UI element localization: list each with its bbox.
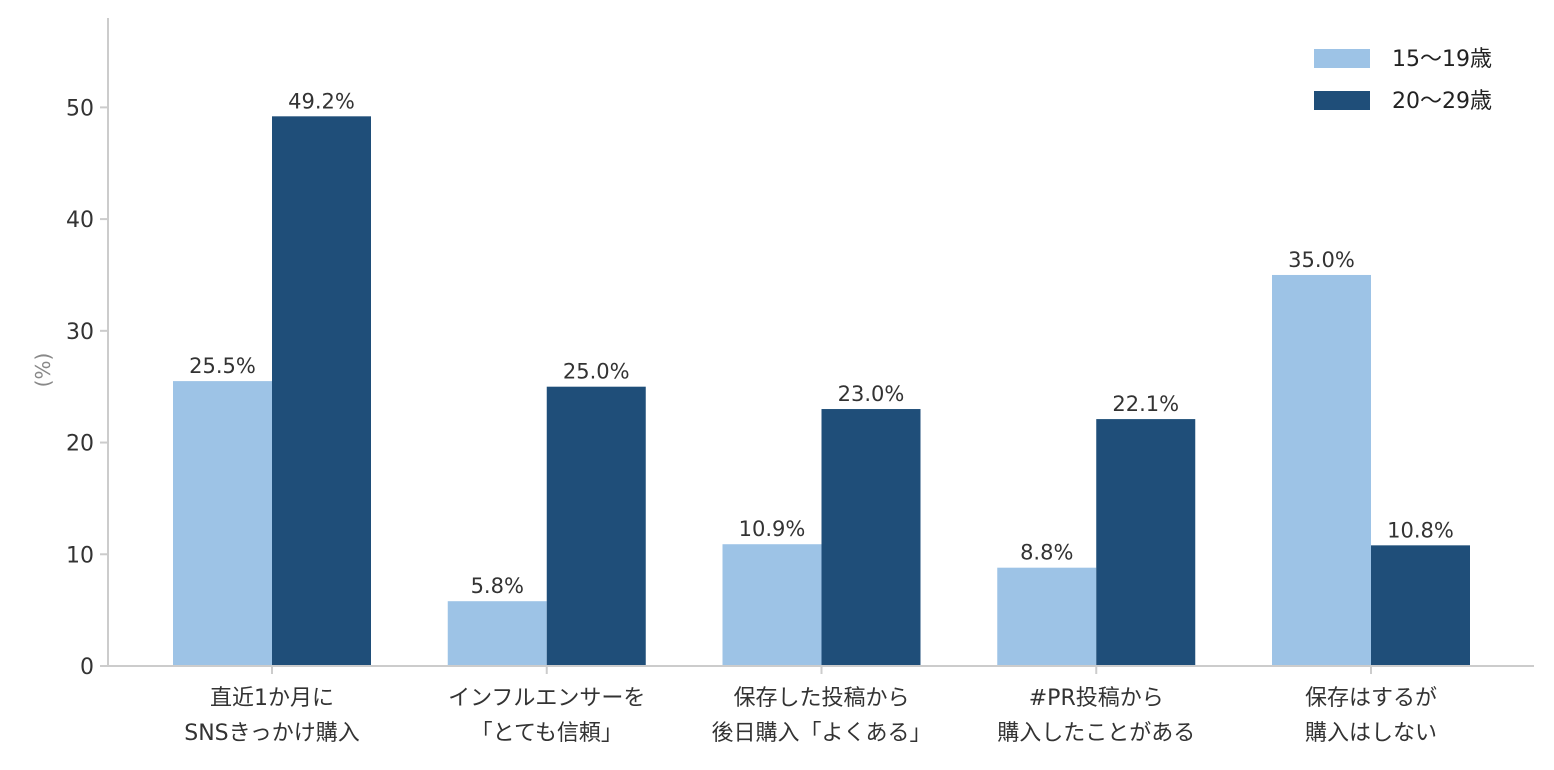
y-tick-label: 40 bbox=[66, 208, 94, 233]
y-tick-label: 20 bbox=[66, 432, 94, 457]
bar-value-label: 25.5% bbox=[189, 354, 256, 378]
bar-age-20-29-cat-1 bbox=[272, 116, 371, 666]
x-ticks-layer: 直近1か月に SNSきっかけ購入 インフルエンサーを「とても信頼」 保存した投稿から後… bbox=[184, 666, 1437, 746]
bar-value-label: 23.0% bbox=[838, 382, 905, 406]
bar-value-label: 25.0% bbox=[563, 360, 630, 384]
x-category-label: #PR投稿から bbox=[1029, 686, 1164, 711]
value-labels-layer: 25.5% 5.8% 10.9% 8.8% 35.0% 49.2% 25.0% 23.0% 22… bbox=[189, 89, 1454, 598]
bar-age-15-19-cat-2 bbox=[447, 601, 547, 666]
legend-label: 15〜19歳 bbox=[1392, 47, 1492, 72]
x-category-label: 後日購入「よくある」 bbox=[711, 721, 931, 746]
x-category-label: 購入はしない bbox=[1305, 721, 1437, 746]
bar-value-label: 49.2% bbox=[288, 89, 355, 113]
legend: 15〜19歳 20〜29歳 bbox=[1314, 47, 1492, 114]
bar-age-15-19-cat-4 bbox=[997, 567, 1097, 666]
y-tick-label: 0 bbox=[80, 655, 94, 680]
bar-value-label: 5.8% bbox=[471, 574, 524, 598]
x-category-label: 直近1か月に bbox=[210, 686, 334, 711]
y-tick-label: 50 bbox=[66, 96, 94, 121]
bar-value-label: 22.1% bbox=[1112, 392, 1179, 416]
legend-label: 20〜29歳 bbox=[1392, 89, 1492, 114]
bar-age-15-19-cat-3 bbox=[722, 544, 822, 666]
x-category-label: 「とても信頼」 bbox=[471, 721, 623, 746]
bars-layer bbox=[173, 116, 1470, 666]
bar-value-label: 8.8% bbox=[1020, 541, 1073, 565]
x-category-label: 購入したことがある bbox=[997, 721, 1195, 746]
bar-age-20-29-cat-5 bbox=[1371, 545, 1470, 666]
y-ticks-layer: 0 10 20 30 40 50 bbox=[66, 96, 108, 680]
bar-age-20-29-cat-3 bbox=[821, 409, 921, 666]
x-category-label: 保存した投稿から bbox=[733, 686, 909, 711]
bar-age-15-19-cat-1 bbox=[173, 381, 272, 666]
x-category-label: 保存はするが bbox=[1305, 686, 1437, 711]
bar-age-20-29-cat-2 bbox=[546, 386, 646, 666]
bar-age-20-29-cat-4 bbox=[1096, 419, 1196, 666]
legend-swatch bbox=[1314, 49, 1370, 68]
bar-age-15-19-cat-5 bbox=[1272, 274, 1371, 666]
legend-swatch bbox=[1314, 91, 1370, 110]
y-axis-title: (%) bbox=[31, 353, 55, 388]
x-category-label: インフルエンサーを bbox=[448, 686, 645, 711]
x-category-label: SNSきっかけ購入 bbox=[184, 721, 360, 746]
y-tick-label: 30 bbox=[66, 320, 94, 345]
bar-value-label: 35.0% bbox=[1288, 248, 1355, 272]
bar-value-label: 10.9% bbox=[739, 517, 806, 541]
bar-value-label: 10.8% bbox=[1387, 518, 1454, 542]
y-tick-label: 10 bbox=[66, 543, 94, 568]
